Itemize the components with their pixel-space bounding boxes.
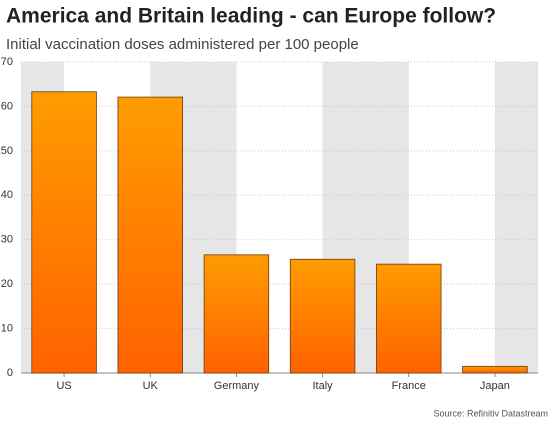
- bar: [376, 263, 442, 374]
- bar: [117, 96, 183, 374]
- y-tick-label: 20: [1, 278, 13, 290]
- source-note: Source: Refinitiv Datastream: [433, 408, 548, 418]
- y-tick-label: 70: [1, 56, 13, 68]
- bar: [289, 258, 356, 374]
- bar: [462, 365, 528, 374]
- x-tick-label: US: [56, 380, 71, 392]
- y-tick-label: 40: [1, 189, 13, 201]
- chart-title: America and Britain leading - can Europe…: [6, 5, 496, 28]
- bar: [31, 91, 97, 374]
- background-band: [494, 62, 538, 373]
- y-tick-label: 10: [1, 322, 13, 334]
- x-tick-label: Japan: [480, 380, 510, 392]
- x-tick-label: UK: [143, 380, 159, 392]
- y-tick-label: 0: [7, 367, 13, 379]
- y-tick-label: 30: [1, 234, 13, 246]
- background-bands: [21, 62, 538, 373]
- x-tick-label: Germany: [214, 380, 260, 392]
- y-tick-label: 50: [1, 145, 13, 157]
- chart-subtitle: Initial vaccination doses administered p…: [6, 36, 359, 53]
- bar: [203, 254, 270, 374]
- y-tick-label: 60: [1, 100, 13, 112]
- x-tick-label: Italy: [312, 380, 333, 392]
- x-tick-label: France: [392, 380, 426, 392]
